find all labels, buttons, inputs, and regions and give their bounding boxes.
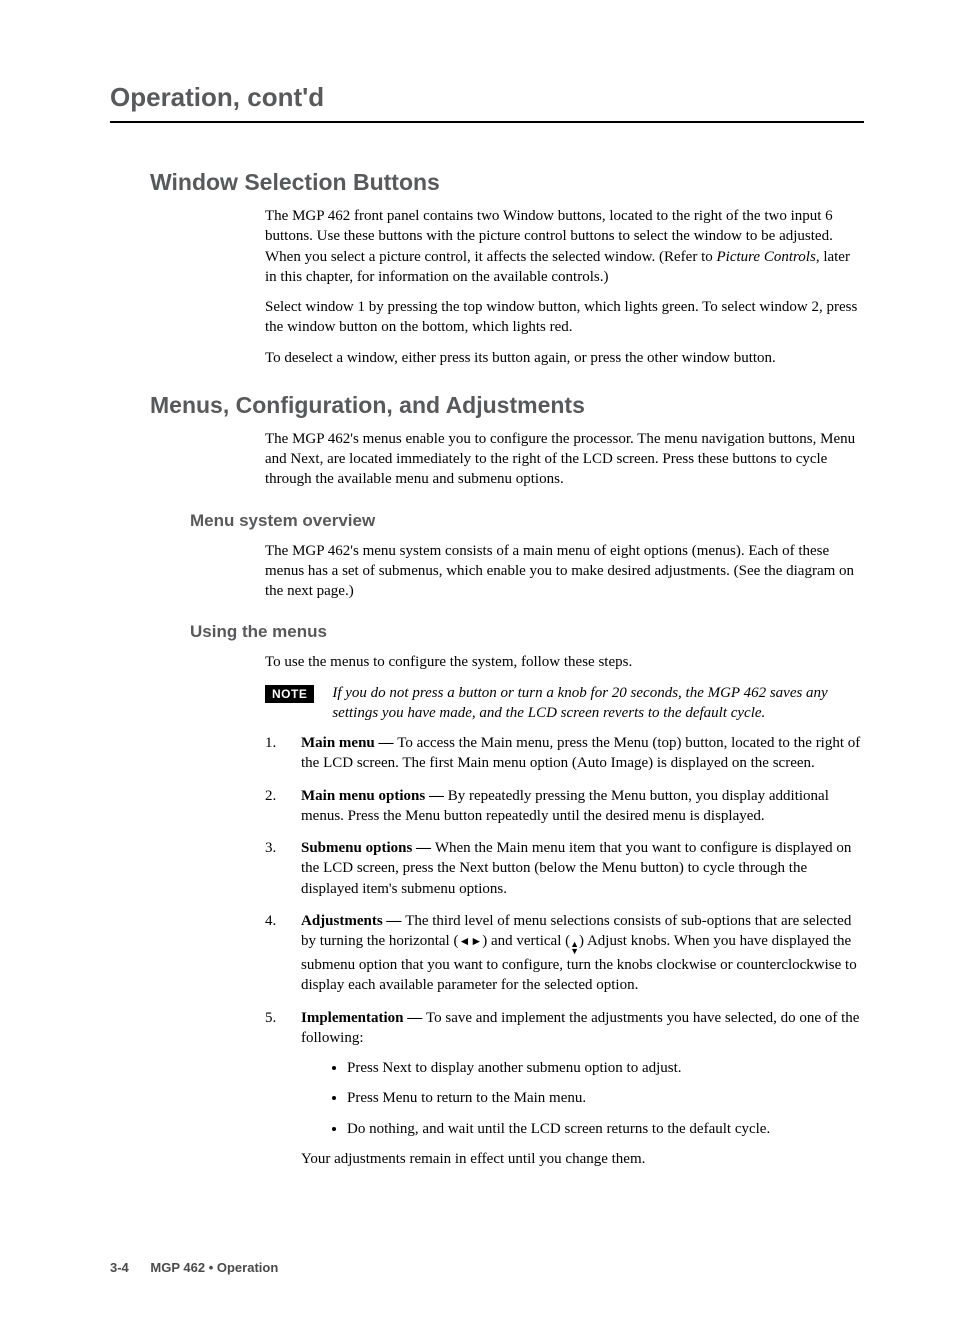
horizontal-arrows-icon: ◄► [458, 933, 482, 949]
sub-list-item: Press Menu to return to the Main menu. [347, 1088, 864, 1108]
step-item: 1. Main menu — To access the Main menu, … [265, 733, 864, 774]
note-text: If you do not press a button or turn a k… [332, 683, 864, 724]
step-body: ) and vertical ( [482, 933, 570, 949]
step-text: Main menu options — By repeatedly pressi… [301, 786, 864, 827]
step-text: Adjustments — The third level of menu se… [301, 911, 864, 996]
step-lead: Adjustments — [301, 913, 405, 929]
heading-window-selection-buttons: Window Selection Buttons [150, 167, 864, 198]
italic-ref: Picture Controls [717, 249, 816, 265]
step-item: 5. Implementation — To save and implemen… [265, 1008, 864, 1170]
body-paragraph: Select window 1 by pressing the top wind… [265, 297, 864, 338]
step-tail: Your adjustments remain in effect until … [301, 1151, 645, 1167]
step-lead: Submenu options — [301, 840, 435, 856]
step-number: 5. [265, 1008, 301, 1170]
step-text: Submenu options — When the Main menu ite… [301, 838, 864, 899]
steps-list: 1. Main menu — To access the Main menu, … [265, 733, 864, 1169]
footer-label: MGP 462 • Operation [150, 1260, 278, 1275]
vertical-arrows-icon: ▲▼ [570, 941, 579, 955]
body-paragraph: To use the menus to configure the system… [265, 652, 864, 672]
body-paragraph: To deselect a window, either press its b… [265, 348, 864, 368]
step-number: 2. [265, 786, 301, 827]
step-item: 4. Adjustments — The third level of menu… [265, 911, 864, 996]
step-item: 3. Submenu options — When the Main menu … [265, 838, 864, 899]
sub-list-item: Press Next to display another submenu op… [347, 1058, 864, 1078]
sub-list: Press Next to display another submenu op… [329, 1058, 864, 1139]
page-footer: 3-4 MGP 462 • Operation [110, 1259, 864, 1277]
step-number: 3. [265, 838, 301, 899]
note-badge: NOTE [265, 685, 314, 703]
step-number: 1. [265, 733, 301, 774]
step-text: Main menu — To access the Main menu, pre… [301, 733, 864, 774]
body-paragraph: The MGP 462 front panel contains two Win… [265, 206, 864, 287]
heading-menus-configuration-adjustments: Menus, Configuration, and Adjustments [150, 390, 864, 421]
note-block: NOTE If you do not press a button or tur… [265, 683, 864, 724]
step-number: 4. [265, 911, 301, 996]
body-paragraph: The MGP 462's menu system consists of a … [265, 541, 864, 602]
subheading-menu-system-overview: Menu system overview [190, 510, 864, 533]
step-lead: Main menu options — [301, 788, 448, 804]
sub-list-item: Do nothing, and wait until the LCD scree… [347, 1119, 864, 1139]
body-paragraph: The MGP 462's menus enable you to config… [265, 429, 864, 490]
subheading-using-the-menus: Using the menus [190, 621, 864, 644]
step-lead: Main menu — [301, 735, 397, 751]
step-text: Implementation — To save and implement t… [301, 1008, 864, 1170]
step-item: 2. Main menu options — By repeatedly pre… [265, 786, 864, 827]
running-header: Operation, cont'd [110, 80, 864, 123]
page-number: 3-4 [110, 1260, 129, 1275]
step-lead: Implementation — [301, 1010, 426, 1026]
